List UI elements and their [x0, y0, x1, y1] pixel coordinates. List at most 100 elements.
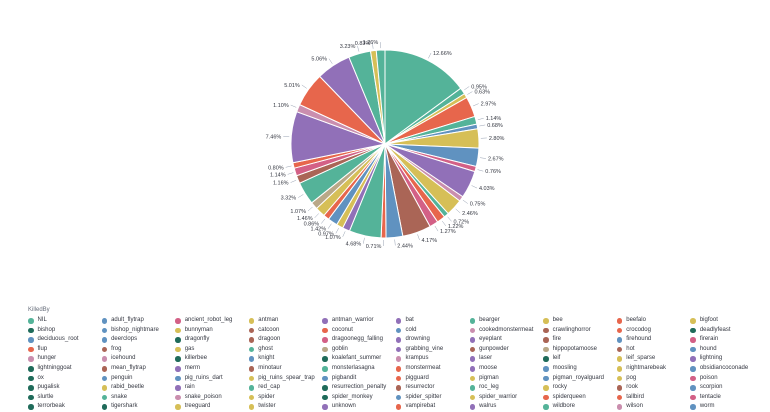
legend-item[interactable]: flup	[28, 345, 102, 355]
legend-item[interactable]: poison	[690, 374, 764, 384]
legend-item[interactable]: spider_monkey	[322, 393, 396, 403]
legend-item[interactable]: frog	[101, 345, 176, 355]
legend-item[interactable]: treeguard	[175, 402, 249, 412]
legend-item[interactable]: beefalo	[616, 316, 691, 326]
legend-item[interactable]: monsterlasagna	[322, 364, 396, 374]
legend-item[interactable]: tallbird	[616, 393, 691, 403]
legend-item[interactable]: firerain	[690, 335, 764, 345]
legend-item[interactable]: killerbee	[175, 354, 249, 364]
legend-item[interactable]: vampirebat	[395, 402, 470, 412]
legend-item[interactable]: spider_spitter	[395, 393, 470, 403]
legend-item[interactable]: pigman	[469, 374, 544, 384]
legend-item[interactable]: spider_warrior	[469, 393, 544, 403]
legend-item[interactable]: eyeplant	[469, 335, 544, 345]
legend-item[interactable]: minotaur	[248, 364, 323, 374]
legend-item[interactable]: leif_sparse	[616, 354, 691, 364]
legend-item[interactable]: bishop	[28, 326, 102, 336]
legend-item[interactable]: adult_flytrap	[101, 316, 176, 326]
legend-item[interactable]: mean_flytrap	[101, 364, 176, 374]
legend-item[interactable]: pigguard	[395, 374, 470, 384]
legend-item[interactable]: cold	[395, 326, 470, 336]
legend-item[interactable]: bearger	[469, 316, 544, 326]
legend-item[interactable]: crawlinghorror	[543, 326, 617, 336]
legend-item[interactable]: NIL	[28, 316, 102, 326]
legend-item[interactable]: knight	[248, 354, 323, 364]
legend-item[interactable]: hunger	[28, 354, 102, 364]
legend-item[interactable]: dragoonegg_falling	[322, 335, 396, 345]
legend-item[interactable]: pig_ruins_dart	[175, 374, 249, 384]
legend-item[interactable]: dragonfly	[175, 335, 249, 345]
legend-item[interactable]: rocky	[543, 383, 617, 393]
legend-item[interactable]: coconut	[322, 326, 396, 336]
legend-item[interactable]: antman_warrior	[322, 316, 396, 326]
legend-item[interactable]: crocodog	[616, 326, 691, 336]
legend-item[interactable]: slurtle	[28, 393, 102, 403]
legend-item[interactable]: red_cap	[248, 383, 323, 393]
legend-item[interactable]: deciduous_root	[28, 335, 102, 345]
legend-item[interactable]: antman	[248, 316, 323, 326]
legend-item[interactable]: obsidiancoconade	[690, 364, 764, 374]
legend-item[interactable]: cookedmonstermeat	[469, 326, 544, 336]
legend-item[interactable]: leif	[543, 354, 617, 364]
legend-item[interactable]: ghost	[248, 345, 323, 355]
legend-item[interactable]: unknown	[322, 402, 396, 412]
legend-item[interactable]: moosling	[543, 364, 617, 374]
legend-item[interactable]: merm	[175, 364, 249, 374]
legend-item[interactable]: krampus	[395, 354, 470, 364]
legend-item[interactable]: gas	[175, 345, 249, 355]
legend-item[interactable]: wilson	[616, 402, 691, 412]
legend-item[interactable]: dragoon	[248, 335, 323, 345]
legend-item[interactable]: snake_poison	[175, 393, 249, 403]
legend-item[interactable]: icehound	[101, 354, 176, 364]
legend-item[interactable]: laser	[469, 354, 544, 364]
legend-item[interactable]: ancient_robot_leg	[175, 316, 249, 326]
legend-item[interactable]: gunpowder	[469, 345, 544, 355]
legend-item[interactable]: roc_leg	[469, 383, 544, 393]
legend-item[interactable]: bigfoot	[690, 316, 764, 326]
legend-item[interactable]: tigershark	[101, 402, 176, 412]
legend-item[interactable]: monstermeat	[395, 364, 470, 374]
legend-item[interactable]: goblin	[322, 345, 396, 355]
legend-item[interactable]: grabbing_vine	[395, 345, 470, 355]
legend-item[interactable]: scorpion	[690, 383, 764, 393]
legend-item[interactable]: fire	[543, 335, 617, 345]
legend-item[interactable]: hot	[616, 345, 691, 355]
legend-item[interactable]: wildbore	[543, 402, 617, 412]
legend-item[interactable]: resurrector	[395, 383, 470, 393]
legend-item[interactable]: snake	[101, 393, 176, 403]
legend-item[interactable]: pigman_royalguard	[543, 374, 617, 384]
legend-item[interactable]: rain	[175, 383, 249, 393]
pie-slice-NIL[interactable]	[384, 49, 462, 145]
legend-item[interactable]: lightning	[690, 354, 764, 364]
legend-item[interactable]: pigbandit	[322, 374, 396, 384]
legend-item[interactable]: terrorbeak	[28, 402, 102, 412]
legend-item[interactable]: lightninggoat	[28, 364, 102, 374]
legend-item[interactable]: walrus	[469, 402, 544, 412]
legend-item[interactable]: spider	[248, 393, 323, 403]
legend-item[interactable]: hippopotamoose	[543, 345, 617, 355]
legend-item[interactable]: twister	[248, 402, 323, 412]
legend-item[interactable]: hound	[690, 345, 764, 355]
legend-item[interactable]: pog	[616, 374, 691, 384]
legend-item[interactable]: penguin	[101, 374, 176, 384]
legend-item[interactable]: firehound	[616, 335, 691, 345]
legend-item[interactable]: bat	[395, 316, 470, 326]
legend-item[interactable]: tentacle	[690, 393, 764, 403]
pie-slice-worm[interactable]	[375, 49, 386, 145]
legend-item[interactable]: pugalisk	[28, 383, 102, 393]
legend-item[interactable]: rook	[616, 383, 691, 393]
legend-item[interactable]: moose	[469, 364, 544, 374]
legend-item[interactable]: rabid_beetle	[101, 383, 176, 393]
legend-item[interactable]: deadlyfeast	[690, 326, 764, 336]
legend-item[interactable]: spiderqueen	[543, 393, 617, 403]
legend-item[interactable]: pig_ruins_spear_trap	[248, 374, 323, 384]
legend-item[interactable]: bishop_nightmare	[101, 326, 176, 336]
legend-item[interactable]: worm	[690, 402, 764, 412]
legend-item[interactable]: nightmarebeak	[616, 364, 691, 374]
legend-item[interactable]: drowning	[395, 335, 470, 345]
legend-item[interactable]: bunnyman	[175, 326, 249, 336]
legend-item[interactable]: resurrection_penalty	[322, 383, 396, 393]
legend-item[interactable]: bee	[543, 316, 617, 326]
legend-item[interactable]: ox	[28, 374, 102, 384]
legend-item[interactable]: koalefant_summer	[322, 354, 396, 364]
